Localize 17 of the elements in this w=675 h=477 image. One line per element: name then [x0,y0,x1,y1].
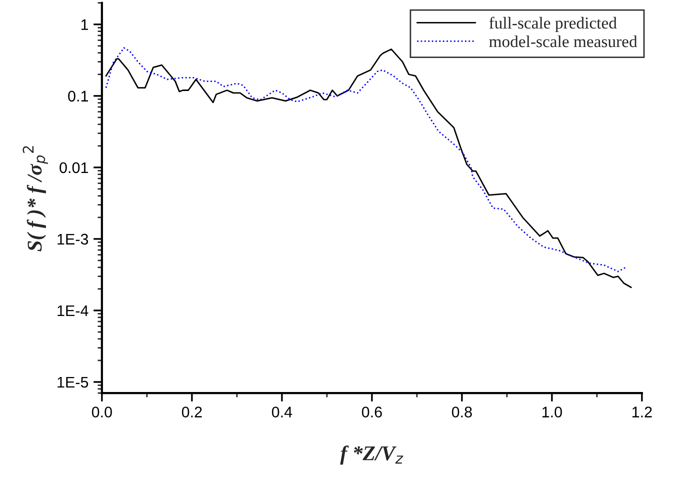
x-tick-label: 1.0 [542,406,562,418]
y-tick-label: 1E-5 [58,376,88,388]
x-tick-label: 0.8 [452,406,472,418]
y-tick-label: 0.1 [68,90,88,102]
y-tick-label: 1E-3 [58,234,88,245]
x-axis-title: f *Z/V$_{z}$ [340,445,404,465]
x-tick-label: 0.2 [182,406,202,418]
legend-label: full-scale predicted [489,16,617,32]
y-axis-title: S( f )* f /σ$_{p}$$^{2}$ [22,146,48,252]
y-tick-label: 1 [81,19,88,30]
x-tick-label: 0.0 [92,406,112,418]
legend-label: model-scale measured [489,35,638,48]
y-tick-label: 1E-4 [58,305,88,316]
x-tick-label: 1.2 [632,406,652,418]
x-tick-label: 0.6 [362,406,382,418]
y-tick-label: 0.01 [60,162,88,174]
x-tick-label: 0.4 [272,406,292,418]
